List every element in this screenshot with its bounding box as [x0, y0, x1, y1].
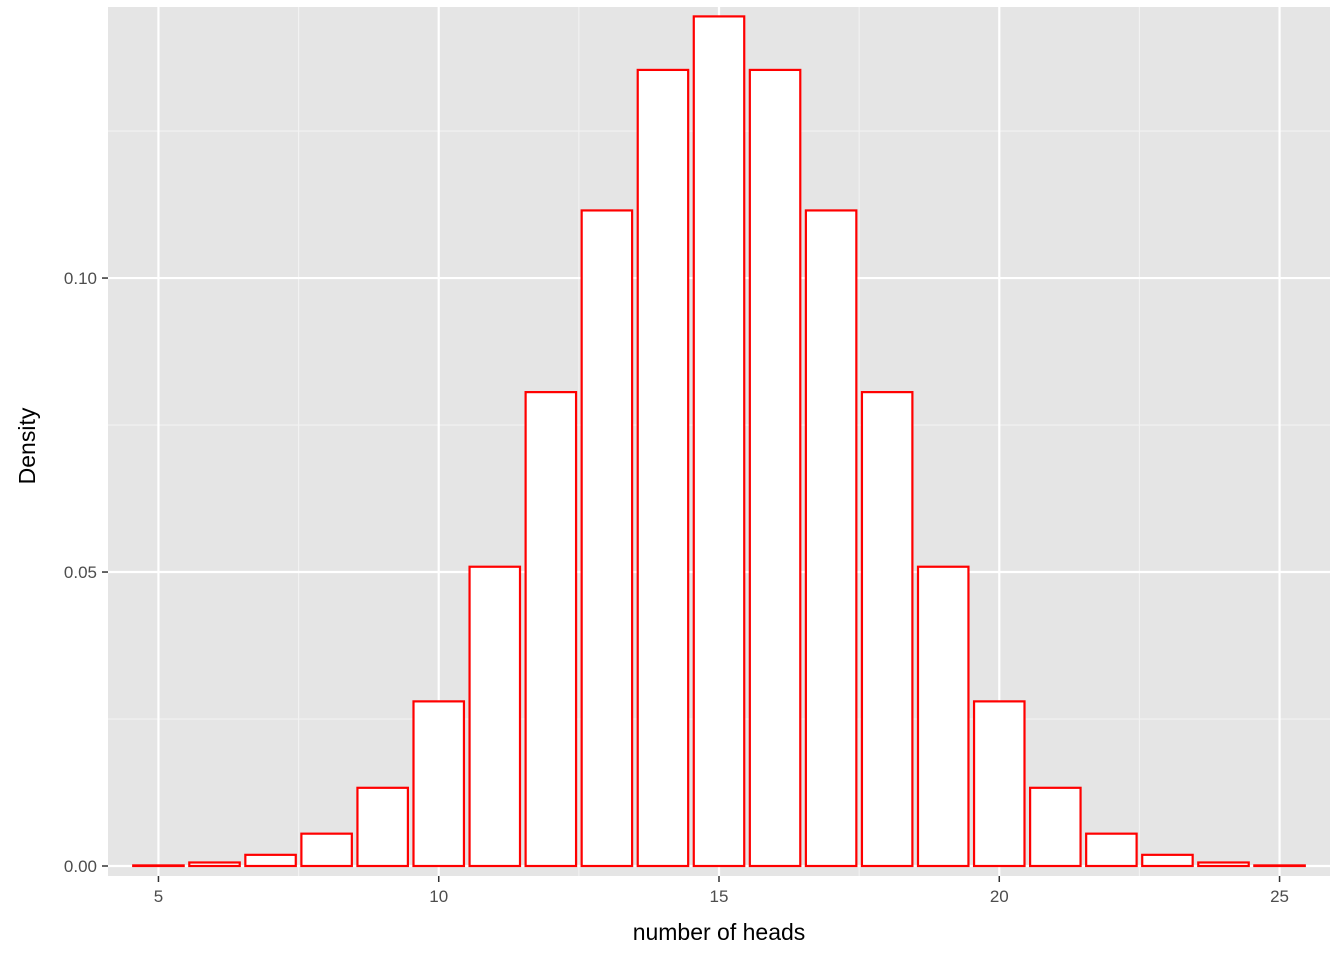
bar-11 — [468, 565, 522, 868]
x-tick-label: 5 — [154, 887, 163, 906]
bar-18 — [860, 391, 914, 868]
bar-25 — [1253, 864, 1306, 868]
bar-17 — [804, 209, 858, 868]
bar-5 — [132, 864, 185, 868]
bar-19 — [916, 565, 970, 868]
x-axis: 5 10 15 20 25 — [154, 876, 1289, 906]
bar-23 — [1141, 853, 1194, 868]
bar-16 — [748, 68, 802, 868]
y-tick-label: 0.05 — [64, 563, 97, 582]
bars — [132, 15, 1306, 868]
y-axis-title: Density — [14, 407, 40, 484]
bar-12 — [524, 391, 578, 868]
y-tick-label: 0.00 — [64, 857, 97, 876]
bar-24 — [1197, 861, 1250, 868]
bar-14 — [636, 68, 690, 868]
bar-20 — [972, 700, 1026, 868]
bar-21 — [1029, 786, 1082, 868]
x-tick-label: 25 — [1270, 887, 1289, 906]
bar-7 — [244, 853, 297, 868]
bar-6 — [188, 861, 241, 868]
bar-22 — [1085, 832, 1138, 868]
bar-15 — [692, 15, 746, 868]
x-axis-title: number of heads — [633, 919, 806, 945]
y-tick-label: 0.10 — [64, 269, 97, 288]
x-tick-label: 10 — [429, 887, 448, 906]
x-tick-label: 15 — [710, 887, 729, 906]
y-axis: 0.00 0.05 0.10 — [64, 269, 108, 876]
x-tick-label: 20 — [990, 887, 1009, 906]
bar-9 — [356, 786, 409, 868]
bar-13 — [580, 209, 634, 868]
bar-10 — [412, 700, 466, 868]
bar-8 — [300, 832, 353, 868]
